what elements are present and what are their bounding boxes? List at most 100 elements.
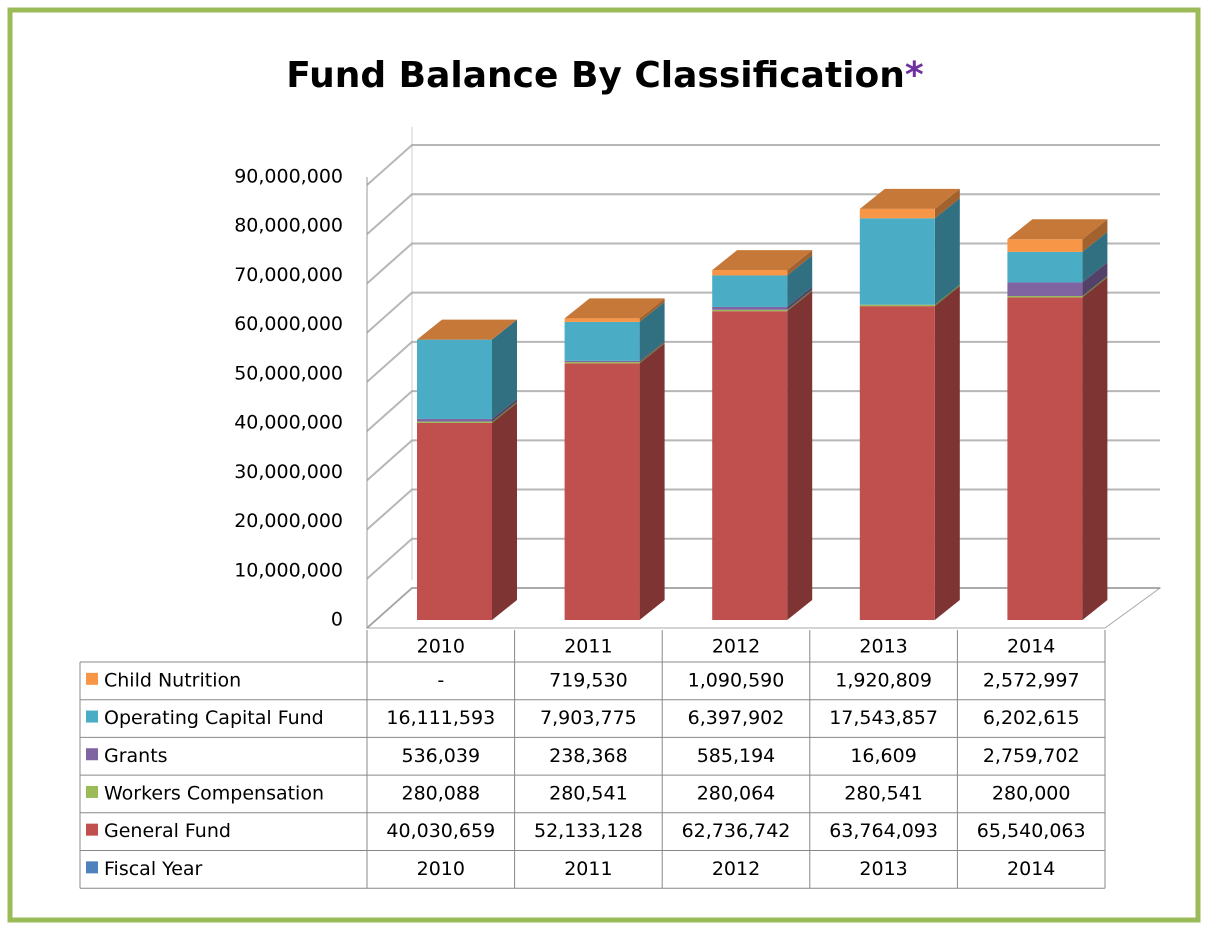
x-tick-label: 2010 [417,636,465,658]
table-cell: 2014 [1007,858,1055,880]
bar-side [492,402,517,620]
bar-side [1082,231,1108,283]
y-tick-label: 70,000,000 [234,264,343,286]
bar-segment [417,421,492,423]
bar-segment [1007,297,1083,620]
bar-side [934,284,960,305]
table-cell: 280,541 [549,782,628,804]
bar-side [934,198,960,305]
y-tick-label: 20,000,000 [234,510,343,532]
bar-side [787,289,813,312]
y-tick-label: 90,000,000 [234,166,343,188]
bar-side [934,284,960,307]
bar-side [787,599,813,620]
table-cell: 2010 [417,858,465,880]
legend-key [86,748,98,761]
bar-side [1082,276,1108,298]
title-text: Fund Balance By Classification [286,55,905,96]
bar-segment [564,360,640,362]
legend-key [86,710,98,723]
bar-segment [417,418,492,422]
bar-side [1082,277,1108,620]
x-tick-label: 2014 [1007,636,1055,658]
table-cell: 2012 [712,858,760,880]
bar-side [1082,599,1108,620]
bar-segment [859,208,935,219]
bar-side [492,319,517,419]
bar-side [492,599,517,620]
bar-side [787,286,813,310]
bar-segment [712,309,788,312]
table-cell: 62,736,742 [682,820,791,842]
x-tick-label: 2012 [712,636,760,658]
table-cell: 280,000 [992,782,1071,804]
table-cell: 280,541 [844,782,923,804]
bar-side [934,286,960,620]
bar-segment [1007,282,1083,297]
table-cell: 2011 [564,858,612,880]
table-cell: 2013 [859,858,907,880]
grid-line [366,144,1160,186]
bar-top [712,250,813,271]
bar-side [787,255,813,307]
bar-side [492,398,517,422]
table-cell: 6,397,902 [688,707,785,729]
y-tick-label: 40,000,000 [234,412,343,434]
bar-top [564,298,665,319]
table-cell: 2,572,997 [983,669,1080,691]
bar-segment [712,270,788,276]
bar-side [934,188,960,219]
bar-segment [564,321,640,361]
y-tick-label: 60,000,000 [234,313,343,335]
bar-segment [417,339,492,419]
table-cell: 6,202,615 [983,707,1080,729]
table-cell: 238,368 [549,745,628,767]
table-cell: 280,088 [402,782,481,804]
legend-label: General Fund [104,820,231,842]
y-tick-label: 30,000,000 [234,461,343,483]
legend-label: Workers Compensation [104,782,324,804]
table-cell: 65,540,063 [977,820,1086,842]
bar-side [787,250,813,276]
legend-key [86,823,98,836]
table-cell: 7,903,775 [540,707,637,729]
bar-side [639,340,665,362]
bar-segment [564,318,640,322]
bar-segment [712,311,788,620]
bar-side [1082,262,1108,297]
y-tick-label: 50,000,000 [234,362,343,384]
table-cell: 40,030,659 [386,820,495,842]
legend-label: Grants [104,745,168,767]
bar-side [639,599,665,620]
bar-segment [859,306,935,620]
table-cell: 585,194 [697,745,776,767]
legend-label: Fiscal Year [104,858,203,880]
bar-segment [417,422,492,620]
chart-title: Fund Balance By Classification* [286,55,924,96]
legend-label: Child Nutrition [104,669,241,691]
bar-side [492,401,517,423]
table-cell: 280,064 [697,782,776,804]
bar-segment [859,304,935,307]
y-tick-label: 0 [331,609,343,631]
table-cell: 16,609 [850,745,916,767]
legend-key [86,861,98,874]
bar-side [1082,219,1108,252]
bar-side [787,291,813,620]
table-cell: - [437,669,444,691]
y-tick-label: 80,000,000 [234,215,343,237]
legend-label: Operating Capital Fund [104,707,324,729]
x-tick-label: 2013 [859,636,907,658]
bar-segment [1007,239,1083,252]
legend-key [86,785,98,798]
table-cell: 2,759,702 [983,745,1080,767]
bar-side [639,301,665,361]
y-tick-label: 10,000,000 [234,559,343,581]
table-cell: 1,090,590 [688,669,785,691]
bar-segment [1007,296,1083,298]
bar-segment [712,306,788,310]
bar-segment [564,363,640,620]
bar-side [934,599,960,620]
table-cell: 17,543,857 [829,707,938,729]
